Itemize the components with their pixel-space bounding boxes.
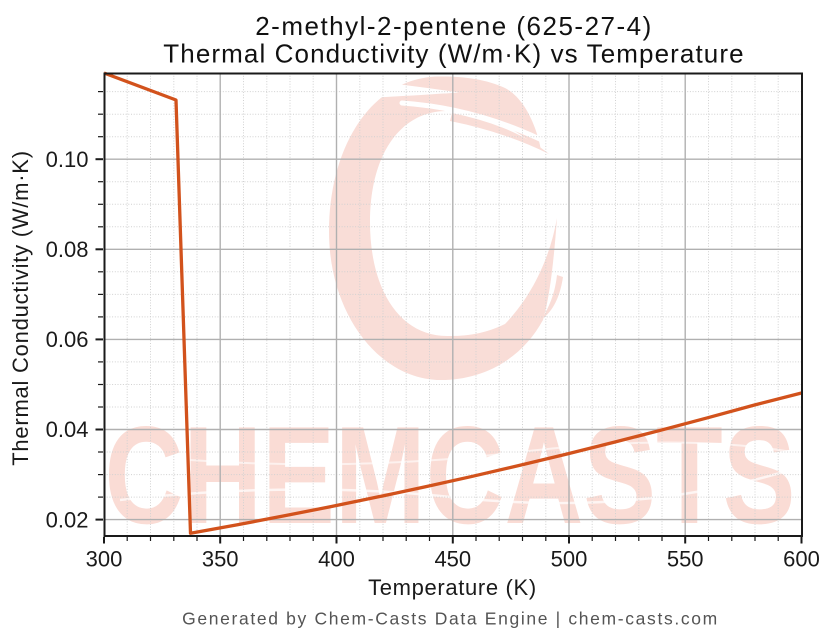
svg-text:450: 450 (434, 547, 471, 572)
svg-text:Generated by Chem-Casts Data E: Generated by Chem-Casts Data Engine | ch… (182, 609, 719, 629)
svg-text:300: 300 (86, 547, 123, 572)
svg-text:600: 600 (783, 547, 820, 572)
svg-text:Thermal Conductivity (W/m·K): Thermal Conductivity (W/m·K) (8, 150, 33, 466)
svg-text:0.04: 0.04 (46, 417, 89, 442)
svg-text:0.06: 0.06 (46, 327, 89, 352)
svg-text:550: 550 (667, 547, 704, 572)
svg-text:2-methyl-2-pentene (625-27-4): 2-methyl-2-pentene (625-27-4) (255, 11, 653, 41)
svg-text:500: 500 (551, 547, 588, 572)
svg-text:0.10: 0.10 (46, 147, 89, 172)
svg-text:350: 350 (202, 547, 239, 572)
svg-text:0.02: 0.02 (46, 507, 89, 532)
svg-text:Thermal Conductivity (W/m·K) v: Thermal Conductivity (W/m·K) vs Temperat… (163, 38, 744, 68)
svg-text:400: 400 (318, 547, 355, 572)
svg-text:0.08: 0.08 (46, 237, 89, 262)
svg-text:Temperature (K): Temperature (K) (368, 575, 537, 600)
